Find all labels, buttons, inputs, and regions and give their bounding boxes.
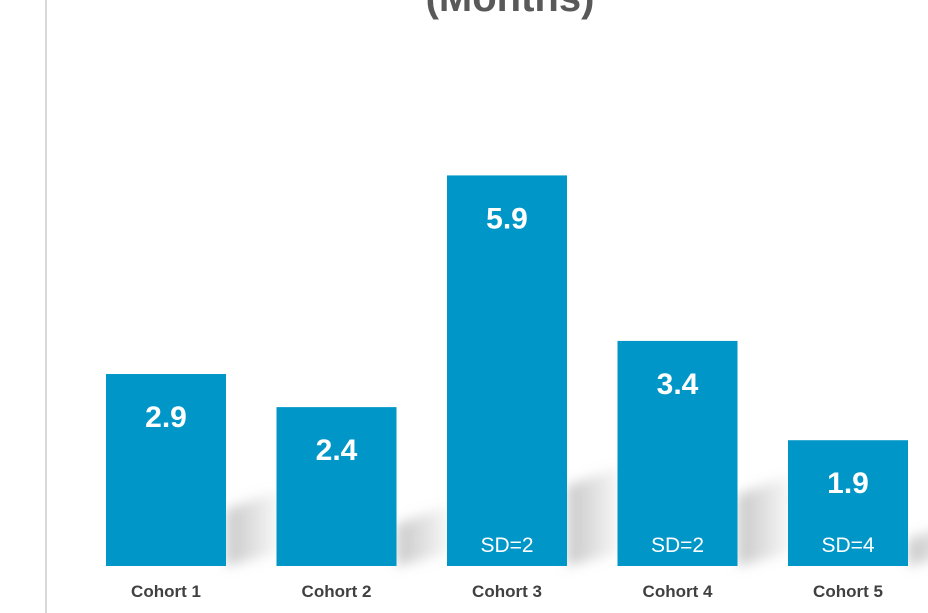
bar-shadow xyxy=(567,466,627,566)
category-label-1: Cohort 1 xyxy=(131,582,201,601)
bar-shadows xyxy=(226,466,928,566)
bar-labels: 2.9 2.4 5.9 SD=2 3.4 SD=2 1.9 SD=4 xyxy=(145,202,875,557)
category-label-2: Cohort 2 xyxy=(302,582,372,601)
value-label-2: 2.4 xyxy=(316,434,358,467)
bar-4 xyxy=(617,340,738,566)
category-label-4: Cohort 4 xyxy=(643,582,713,601)
left-border-line xyxy=(45,0,47,613)
bar-2 xyxy=(276,407,397,566)
chart-title: (Months) xyxy=(300,0,720,22)
bar-3 xyxy=(447,175,567,567)
value-label-5: 1.9 xyxy=(827,467,869,500)
value-label-1: 2.9 xyxy=(145,401,187,434)
bar-shadow xyxy=(908,532,928,566)
sd-label-3: SD=2 xyxy=(480,534,533,557)
bar-1 xyxy=(106,374,226,566)
bars xyxy=(106,175,908,567)
category-label-5: Cohort 5 xyxy=(813,582,883,601)
bar-shadow xyxy=(737,474,798,566)
sd-label-5: SD=4 xyxy=(821,534,874,557)
category-labels: Cohort 1 Cohort 2 Cohort 3 Cohort 4 Cohort 5 xyxy=(131,582,883,601)
bar-shadow xyxy=(396,504,457,566)
category-label-3: Cohort 3 xyxy=(472,582,542,601)
sd-label-4: SD=2 xyxy=(651,534,704,557)
bar-shadow xyxy=(226,489,286,566)
value-label-4: 3.4 xyxy=(657,368,699,401)
bar-5 xyxy=(788,440,908,566)
value-label-3: 5.9 xyxy=(486,202,528,235)
